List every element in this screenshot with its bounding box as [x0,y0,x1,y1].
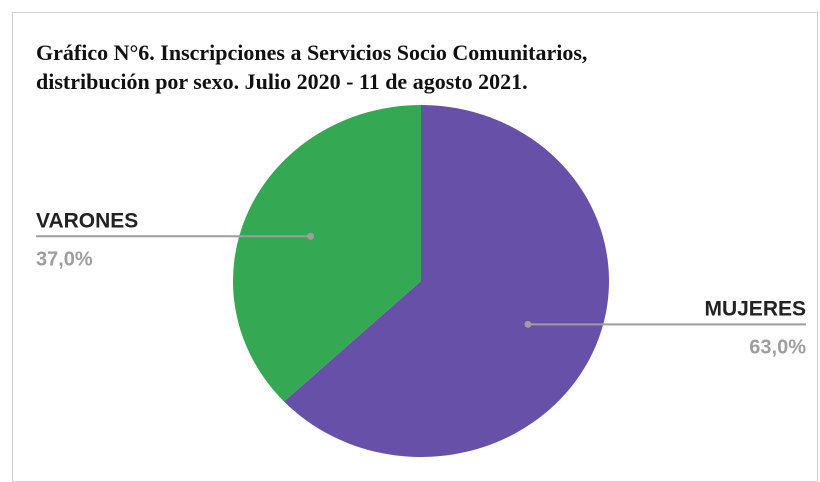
chart-title-line-1: Gráfico N°6. Inscripciones a Servicios S… [36,40,588,65]
slice-label-varones: VARONES [36,209,138,232]
chart-title-line-2: distribución por sexo. Julio 2020 - 11 d… [36,69,528,94]
slice-value-varones: 37,0% [36,248,93,270]
slice-value-mujeres: 63,0% [749,336,806,358]
pie-labels: MUJERES 63,0% VARONES 37,0% [36,209,806,358]
chart-title: Gráfico N°6. Inscripciones a Servicios S… [36,38,796,96]
pie-slice-varones [233,105,421,402]
slice-label-mujeres: MUJERES [704,297,806,320]
pie-slices [233,105,609,458]
leader-dot-mujeres [524,320,532,328]
pie-slice-mujeres [283,105,609,458]
leader-dot-varones [307,232,315,240]
